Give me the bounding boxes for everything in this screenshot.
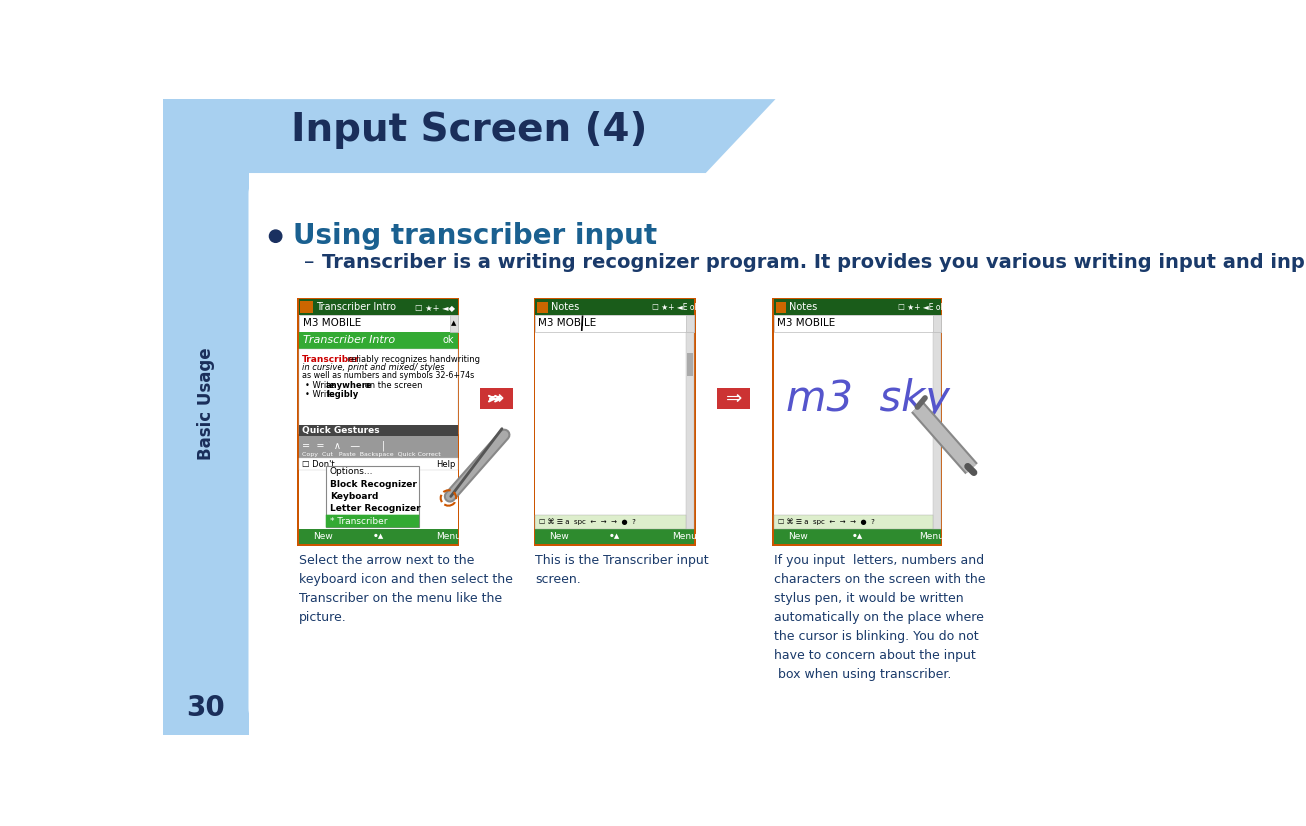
Text: Options...: Options...: [330, 468, 374, 477]
Polygon shape: [163, 99, 776, 173]
Text: ⇒: ⇒: [725, 389, 742, 408]
FancyBboxPatch shape: [163, 99, 248, 735]
Text: Copy  Cut   Paste  Backspace  Quick Correct: Copy Cut Paste Backspace Quick Correct: [302, 453, 440, 458]
FancyBboxPatch shape: [776, 302, 786, 313]
Text: ☐ ★+ ◄E ok: ☐ ★+ ◄E ok: [899, 302, 946, 311]
Text: • Write: • Write: [306, 390, 337, 399]
Text: 30: 30: [187, 694, 225, 722]
FancyBboxPatch shape: [687, 354, 693, 377]
Text: on the screen: on the screen: [363, 381, 423, 390]
FancyBboxPatch shape: [535, 315, 693, 332]
Text: Using transcriber input: Using transcriber input: [294, 222, 658, 250]
FancyBboxPatch shape: [774, 299, 940, 315]
FancyBboxPatch shape: [299, 425, 457, 436]
Text: ok: ok: [443, 335, 453, 345]
FancyBboxPatch shape: [481, 388, 513, 410]
FancyBboxPatch shape: [299, 458, 457, 470]
Text: This is the Transcriber input
screen.: This is the Transcriber input screen.: [535, 554, 709, 586]
FancyBboxPatch shape: [299, 349, 457, 434]
FancyBboxPatch shape: [326, 466, 419, 527]
FancyBboxPatch shape: [717, 388, 750, 410]
Text: Letter Recognizer: Letter Recognizer: [330, 504, 421, 513]
Text: ☐ ⌘ ☰ a  spc  ←  →  →  ●  ?: ☐ ⌘ ☰ a spc ← → → ● ?: [778, 519, 875, 525]
FancyBboxPatch shape: [451, 315, 457, 332]
Text: New: New: [788, 532, 807, 541]
Text: New: New: [550, 532, 569, 541]
FancyBboxPatch shape: [932, 332, 940, 529]
Text: ☐ ★+ ◄◆: ☐ ★+ ◄◆: [415, 302, 456, 311]
FancyBboxPatch shape: [774, 299, 940, 544]
FancyBboxPatch shape: [774, 529, 940, 544]
FancyBboxPatch shape: [774, 315, 940, 332]
FancyBboxPatch shape: [299, 299, 457, 315]
Text: ☐ ⌘ ☰ a  spc  ←  →  →  ●  ?: ☐ ⌘ ☰ a spc ← → → ● ?: [539, 519, 636, 525]
FancyBboxPatch shape: [300, 301, 313, 313]
Text: • Write: • Write: [306, 381, 337, 390]
Text: ⇒: ⇒: [488, 389, 504, 408]
Text: m3  sky: m3 sky: [786, 378, 949, 420]
Text: Keyboard: Keyboard: [330, 492, 379, 501]
Text: ☐ ★+ ◄E ok: ☐ ★+ ◄E ok: [652, 302, 699, 311]
Text: –: –: [304, 253, 315, 273]
FancyBboxPatch shape: [535, 529, 693, 544]
FancyBboxPatch shape: [298, 298, 460, 546]
Text: Notes: Notes: [789, 302, 818, 312]
FancyBboxPatch shape: [537, 302, 547, 313]
FancyBboxPatch shape: [535, 299, 693, 544]
Text: Select the arrow next to the
keyboard icon and then select the
Transcriber on th: Select the arrow next to the keyboard ic…: [299, 554, 513, 624]
Text: Menu: Menu: [919, 532, 944, 541]
FancyBboxPatch shape: [772, 298, 942, 546]
FancyBboxPatch shape: [774, 515, 932, 529]
FancyBboxPatch shape: [299, 332, 457, 349]
Text: Menu: Menu: [673, 532, 697, 541]
FancyBboxPatch shape: [299, 315, 457, 332]
Text: ⚫▲: ⚫▲: [609, 534, 620, 539]
Text: Quick Gestures: Quick Gestures: [302, 426, 380, 435]
FancyBboxPatch shape: [687, 332, 693, 529]
Text: M3 MOBILE: M3 MOBILE: [303, 318, 360, 328]
FancyBboxPatch shape: [932, 315, 940, 332]
Text: Block Recognizer: Block Recognizer: [330, 480, 417, 489]
Text: Menu: Menu: [436, 532, 461, 541]
FancyBboxPatch shape: [299, 436, 457, 458]
Text: as well as numbers and symbols 32-6+74s: as well as numbers and symbols 32-6+74s: [302, 371, 474, 380]
FancyBboxPatch shape: [687, 315, 693, 332]
Circle shape: [269, 230, 282, 242]
Text: reliably recognizes handwriting: reliably recognizes handwriting: [345, 354, 481, 363]
Text: ⚫▲: ⚫▲: [852, 534, 862, 539]
Text: Transcriber Intro: Transcriber Intro: [303, 335, 394, 345]
FancyBboxPatch shape: [248, 174, 1166, 728]
Text: Basic Usage: Basic Usage: [197, 348, 215, 460]
Text: Input Screen (4): Input Screen (4): [291, 111, 648, 149]
FancyBboxPatch shape: [535, 515, 687, 529]
Text: If you input  letters, numbers and
characters on the screen with the
stylus pen,: If you input letters, numbers and charac…: [774, 554, 986, 681]
Text: legibly: legibly: [326, 390, 358, 399]
Text: Help: Help: [436, 459, 456, 468]
Text: anywhere: anywhere: [326, 381, 372, 390]
Text: M3 MOBILE: M3 MOBILE: [538, 318, 597, 328]
Text: Transcriber: Transcriber: [302, 354, 359, 363]
Text: ▲: ▲: [451, 320, 457, 326]
Text: * Transcriber: * Transcriber: [330, 516, 388, 525]
Text: ⚫▲: ⚫▲: [372, 534, 384, 539]
FancyBboxPatch shape: [299, 299, 457, 544]
FancyBboxPatch shape: [325, 515, 419, 528]
FancyBboxPatch shape: [535, 299, 693, 315]
Text: Transcriber Intro: Transcriber Intro: [316, 302, 396, 312]
Text: Notes: Notes: [551, 302, 579, 312]
Text: Transcriber is a writing recognizer program. It provides you various writing inp: Transcriber is a writing recognizer prog…: [323, 253, 1306, 272]
FancyBboxPatch shape: [299, 529, 457, 544]
Text: in cursive, print and mixed/ styles: in cursive, print and mixed/ styles: [302, 363, 444, 373]
Text: ☐ Don't: ☐ Don't: [302, 459, 334, 468]
Text: =  =   ∧   —       |: = = ∧ — |: [302, 440, 385, 451]
FancyBboxPatch shape: [534, 298, 696, 546]
Text: M3 MOBILE: M3 MOBILE: [777, 318, 836, 328]
Text: New: New: [313, 532, 333, 541]
